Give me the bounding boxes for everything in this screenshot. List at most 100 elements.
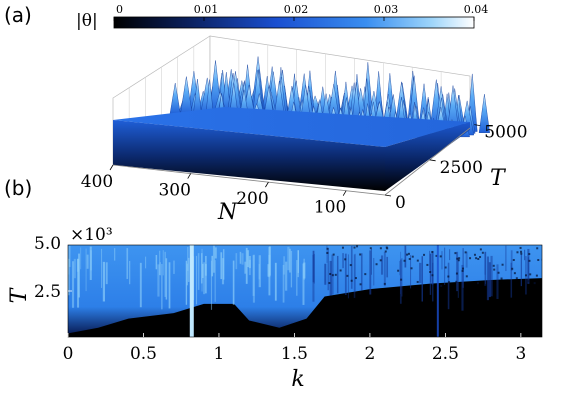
heatmap-speckle [411, 255, 414, 258]
heatmap-speckle [364, 273, 367, 276]
heatmap-speckle [484, 283, 487, 286]
t-axis-title-b: T [7, 286, 32, 303]
n-tick-label: 400 [81, 172, 113, 192]
heatmap-speckle [461, 269, 464, 272]
k-tick-label: 1.5 [281, 344, 308, 364]
k-tick-label: 3 [515, 344, 526, 364]
heatmap-speckle [431, 274, 434, 277]
k-tick-label: 2.5 [432, 344, 459, 364]
heatmap-speckle [359, 283, 362, 286]
k-tick-label: 1 [214, 344, 225, 364]
heatmap-speckle [492, 264, 495, 267]
t-tick-label: 5.0 [34, 234, 61, 254]
heatmap-speckle [329, 272, 332, 275]
heatmap-bright-line [189, 245, 194, 337]
heatmap-speckle [501, 263, 504, 266]
heatmap-speckle [512, 258, 515, 261]
heatmap-speckle [455, 272, 458, 275]
heatmap-speckle [524, 274, 527, 277]
heatmap-speckle [344, 258, 347, 261]
surface-peak [169, 82, 181, 115]
heatmap-speckle [407, 252, 410, 255]
n-tick [265, 181, 269, 188]
heatmap-speckle [519, 246, 522, 249]
heatmap-speckle [416, 259, 419, 262]
heatmap-speckle [353, 246, 356, 249]
heatmap-speckle [400, 278, 403, 281]
heatmap-speckle [354, 277, 357, 280]
heatmap-speckle [458, 257, 461, 260]
heatmap-speckle [475, 257, 478, 260]
heatmap-speckle [385, 246, 388, 249]
heatmap-speckle [346, 274, 349, 277]
heatmap-speckle [479, 248, 482, 251]
k-tick-label: 0 [63, 344, 74, 364]
heatmap-speckle [457, 259, 460, 262]
heatmap-speckle [527, 280, 530, 283]
colorbar-tick-label: 0.01 [194, 3, 219, 16]
heatmap-speckle [440, 284, 443, 287]
heatmap-speckle [326, 251, 329, 254]
heatmap-speckle [465, 275, 468, 278]
heatmap-speckle [469, 257, 472, 260]
heatmap-speckle [481, 251, 484, 254]
t-tick-label: 2500 [440, 158, 483, 178]
surface-peak [205, 79, 215, 118]
heatmap-speckle [350, 279, 353, 282]
n-tick-label: 300 [158, 181, 190, 201]
heatmap-speckle [448, 281, 451, 284]
heatmap-speckle [454, 252, 457, 255]
t-tick [474, 124, 481, 127]
heatmap-speckle [464, 251, 467, 254]
heatmap-speckle [435, 254, 438, 257]
heatmap-speckle [477, 258, 480, 261]
k-tick-label: 2 [364, 344, 375, 364]
k-axis-title: k [291, 367, 304, 392]
t-multiplier: ×10³ [70, 225, 113, 245]
heatmap-speckle [349, 264, 352, 267]
heatmap-dim-line [436, 245, 439, 337]
heatmap-speckle [379, 247, 382, 250]
heatmap-speckle [500, 277, 503, 280]
heatmap-speckle [455, 280, 458, 283]
heatmap-speckle [334, 273, 337, 276]
heatmap-speckle [476, 282, 479, 285]
surface-front-face [113, 120, 385, 191]
colorbar-tick-label: 0.03 [374, 3, 399, 16]
heatmap-speckle [456, 257, 459, 260]
colorbar-tick-label: 0.02 [284, 3, 309, 16]
heatmap-speckle [429, 270, 432, 273]
heatmap-speckle [383, 282, 386, 285]
heatmap-speckle [408, 258, 411, 261]
heatmap-speckle [515, 277, 518, 280]
heatmap-speckle [375, 263, 378, 266]
heatmap-speckle [535, 274, 538, 277]
n-tick [109, 164, 114, 171]
colorbar: |θ| 0 0.01 0.02 0.03 0.04 [76, 3, 488, 31]
heatmap-speckle [513, 272, 516, 275]
heatmap-speckle [397, 269, 400, 272]
surface-peak [192, 79, 202, 117]
heatmap-speckle [533, 282, 536, 285]
heatmap-speckle [328, 282, 331, 285]
heatmap-speckle [536, 247, 539, 250]
heatmap-speckle [444, 266, 447, 269]
colorbar-tick-label: 0.04 [464, 3, 489, 16]
heatmap-speckle [379, 259, 382, 262]
heatmap-speckle [339, 269, 342, 272]
surface-peak [478, 94, 490, 133]
t-axis-line [384, 127, 471, 196]
t-tick-label: 0 [395, 193, 406, 213]
colorbar-label: |θ| [76, 11, 98, 31]
t-tick [429, 159, 436, 162]
heatmap-speckle [403, 259, 406, 262]
heatmap-speckle [423, 253, 426, 256]
heatmap-speckle [497, 271, 500, 274]
n-tick-label: 100 [314, 198, 346, 218]
t-tick-label: 2.5 [34, 282, 61, 302]
heatmap-speckle [479, 256, 482, 259]
heatmap-speckle [520, 250, 523, 253]
surface-side-face [385, 122, 470, 191]
